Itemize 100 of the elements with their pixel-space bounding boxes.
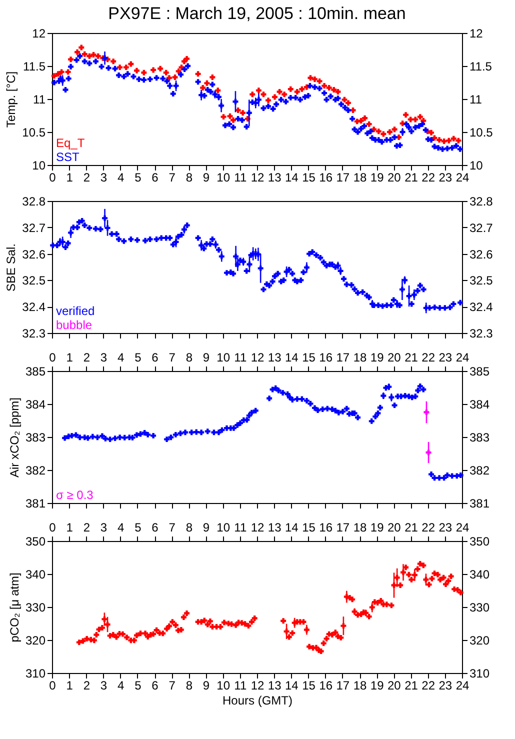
x-tick-label: 10: [216, 678, 230, 692]
y-axis-title: Temp. [°C]: [4, 71, 18, 128]
x-tick-label: 19: [370, 678, 384, 692]
x-tick-label: 9: [202, 678, 210, 692]
x-tick-label: 0: [49, 678, 56, 692]
x-tick-label: 13: [268, 678, 282, 692]
x2-tick-label: 0: [49, 350, 56, 364]
chart-title: PX97E : March 19, 2005 : 10min. mean: [108, 4, 406, 23]
x2-tick-label: 16: [319, 350, 333, 364]
x2-tick-label: 11: [234, 350, 247, 364]
x-tick-label: 20: [387, 170, 402, 184]
x-tick-label: 20: [387, 678, 402, 692]
y-tick-label: 10.5: [22, 126, 46, 140]
x-tick-label: 11: [234, 170, 247, 184]
y2-tick-label: 320: [470, 634, 490, 648]
y2-tick-label: 383: [470, 430, 490, 444]
x-tick-label: 16: [319, 170, 333, 184]
y2-tick-label: 10: [470, 158, 484, 172]
y-axis-title: pCO₂ [μ atm]: [7, 572, 22, 642]
x2-tick-label: 19: [370, 520, 384, 534]
x2-tick-label: 6: [152, 520, 159, 534]
y-tick-label: 350: [25, 534, 46, 548]
x-tick-label: 17: [336, 678, 350, 692]
y2-tick-label: 32.8: [470, 194, 494, 208]
text: verified: [56, 304, 95, 318]
x-tick-label: 15: [302, 170, 316, 184]
x2-tick-label: 4: [117, 520, 124, 534]
y-tick-label: 32.8: [22, 194, 46, 208]
x2-tick-label: 14: [284, 350, 299, 364]
y-tick-label: 340: [25, 568, 46, 582]
x-tick-label: 18: [353, 170, 367, 184]
x2-tick-label: 15: [302, 350, 316, 364]
x2-tick-label: 20: [387, 350, 402, 364]
x2-tick-label: 22: [422, 520, 436, 534]
y-tick-label: 11: [33, 92, 46, 106]
y2-tick-label: 350: [470, 534, 490, 548]
y-tick-label: 383: [25, 430, 46, 444]
x-tick-label: 14: [284, 678, 299, 692]
x2-tick-label: 18: [353, 350, 367, 364]
x-tick-label: 7: [168, 170, 176, 184]
x2-tick-label: 22: [422, 350, 436, 364]
x2-tick-label: 12: [250, 520, 264, 534]
y-tick-label: 320: [25, 634, 46, 648]
y-tick-label: 32.5: [22, 274, 46, 288]
y2-tick-label: 330: [470, 600, 490, 614]
x-tick-label: 23: [438, 678, 452, 692]
x-tick-label: 5: [134, 170, 142, 184]
x2-tick-label: 23: [438, 350, 452, 364]
x2-tick-label: 13: [268, 520, 282, 534]
x2-tick-label: 5: [134, 520, 142, 534]
y-tick-label: 32.3: [22, 326, 46, 340]
x2-tick-label: 19: [370, 350, 384, 364]
x-tick-label: 22: [422, 170, 436, 184]
x-tick-label: 9: [202, 170, 210, 184]
x-tick-label: 8: [186, 170, 193, 184]
x-tick-label: 11: [234, 678, 247, 692]
x-tick-label: 13: [268, 170, 282, 184]
y2-tick-label: 32.3: [470, 326, 494, 340]
x2-tick-label: 21: [404, 350, 418, 364]
x2-tick-label: 7: [168, 520, 176, 534]
x-axis-title: Hours (GMT): [222, 694, 292, 708]
y-tick-label: 10: [32, 158, 46, 172]
x2-tick-label: 2: [83, 350, 90, 364]
x-tick-label: 12: [250, 170, 264, 184]
y-tick-label: 12: [32, 26, 46, 40]
x-tick-label: 24: [456, 170, 470, 184]
x2-tick-label: 9: [202, 520, 210, 534]
y-axis-title: Air xCO₂ [ppm]: [7, 397, 22, 478]
y2-tick-label: 32.5: [470, 274, 494, 288]
x-tick-label: 6: [152, 170, 159, 184]
x-tick-label: 10: [216, 170, 230, 184]
x-tick-label: 17: [336, 170, 350, 184]
x-tick-label: 16: [319, 678, 333, 692]
x-tick-label: 6: [152, 678, 159, 692]
y2-tick-label: 11: [470, 92, 482, 106]
y-tick-label: 381: [25, 496, 46, 510]
y2-tick-label: 381: [470, 496, 490, 510]
text: Eq_T: [56, 136, 86, 150]
y-tick-label: 32.7: [22, 220, 46, 235]
text: σ ≥ 0.3: [56, 488, 94, 502]
x-tick-label: 12: [250, 678, 264, 692]
x2-tick-label: 23: [438, 520, 452, 534]
x2-tick-label: 12: [250, 350, 264, 364]
text: SST: [56, 150, 80, 164]
x-tick-label: 2: [83, 678, 90, 692]
x-tick-label: 0: [49, 170, 56, 184]
x2-tick-label: 24: [456, 350, 470, 364]
y-tick-label: 310: [25, 666, 46, 680]
x2-tick-label: 16: [319, 520, 333, 534]
x2-tick-label: 5: [134, 350, 142, 364]
x2-tick-label: 20: [387, 520, 402, 534]
y2-tick-label: 10.5: [470, 126, 494, 140]
x2-tick-label: 1: [66, 520, 74, 534]
x2-tick-label: 18: [353, 520, 367, 534]
x-tick-label: 14: [284, 170, 299, 184]
x2-tick-label: 2: [83, 520, 90, 534]
x-tick-label: 23: [438, 170, 452, 184]
x2-tick-label: 17: [336, 350, 350, 364]
x-tick-label: 15: [302, 678, 316, 692]
x2-tick-label: 6: [152, 350, 159, 364]
